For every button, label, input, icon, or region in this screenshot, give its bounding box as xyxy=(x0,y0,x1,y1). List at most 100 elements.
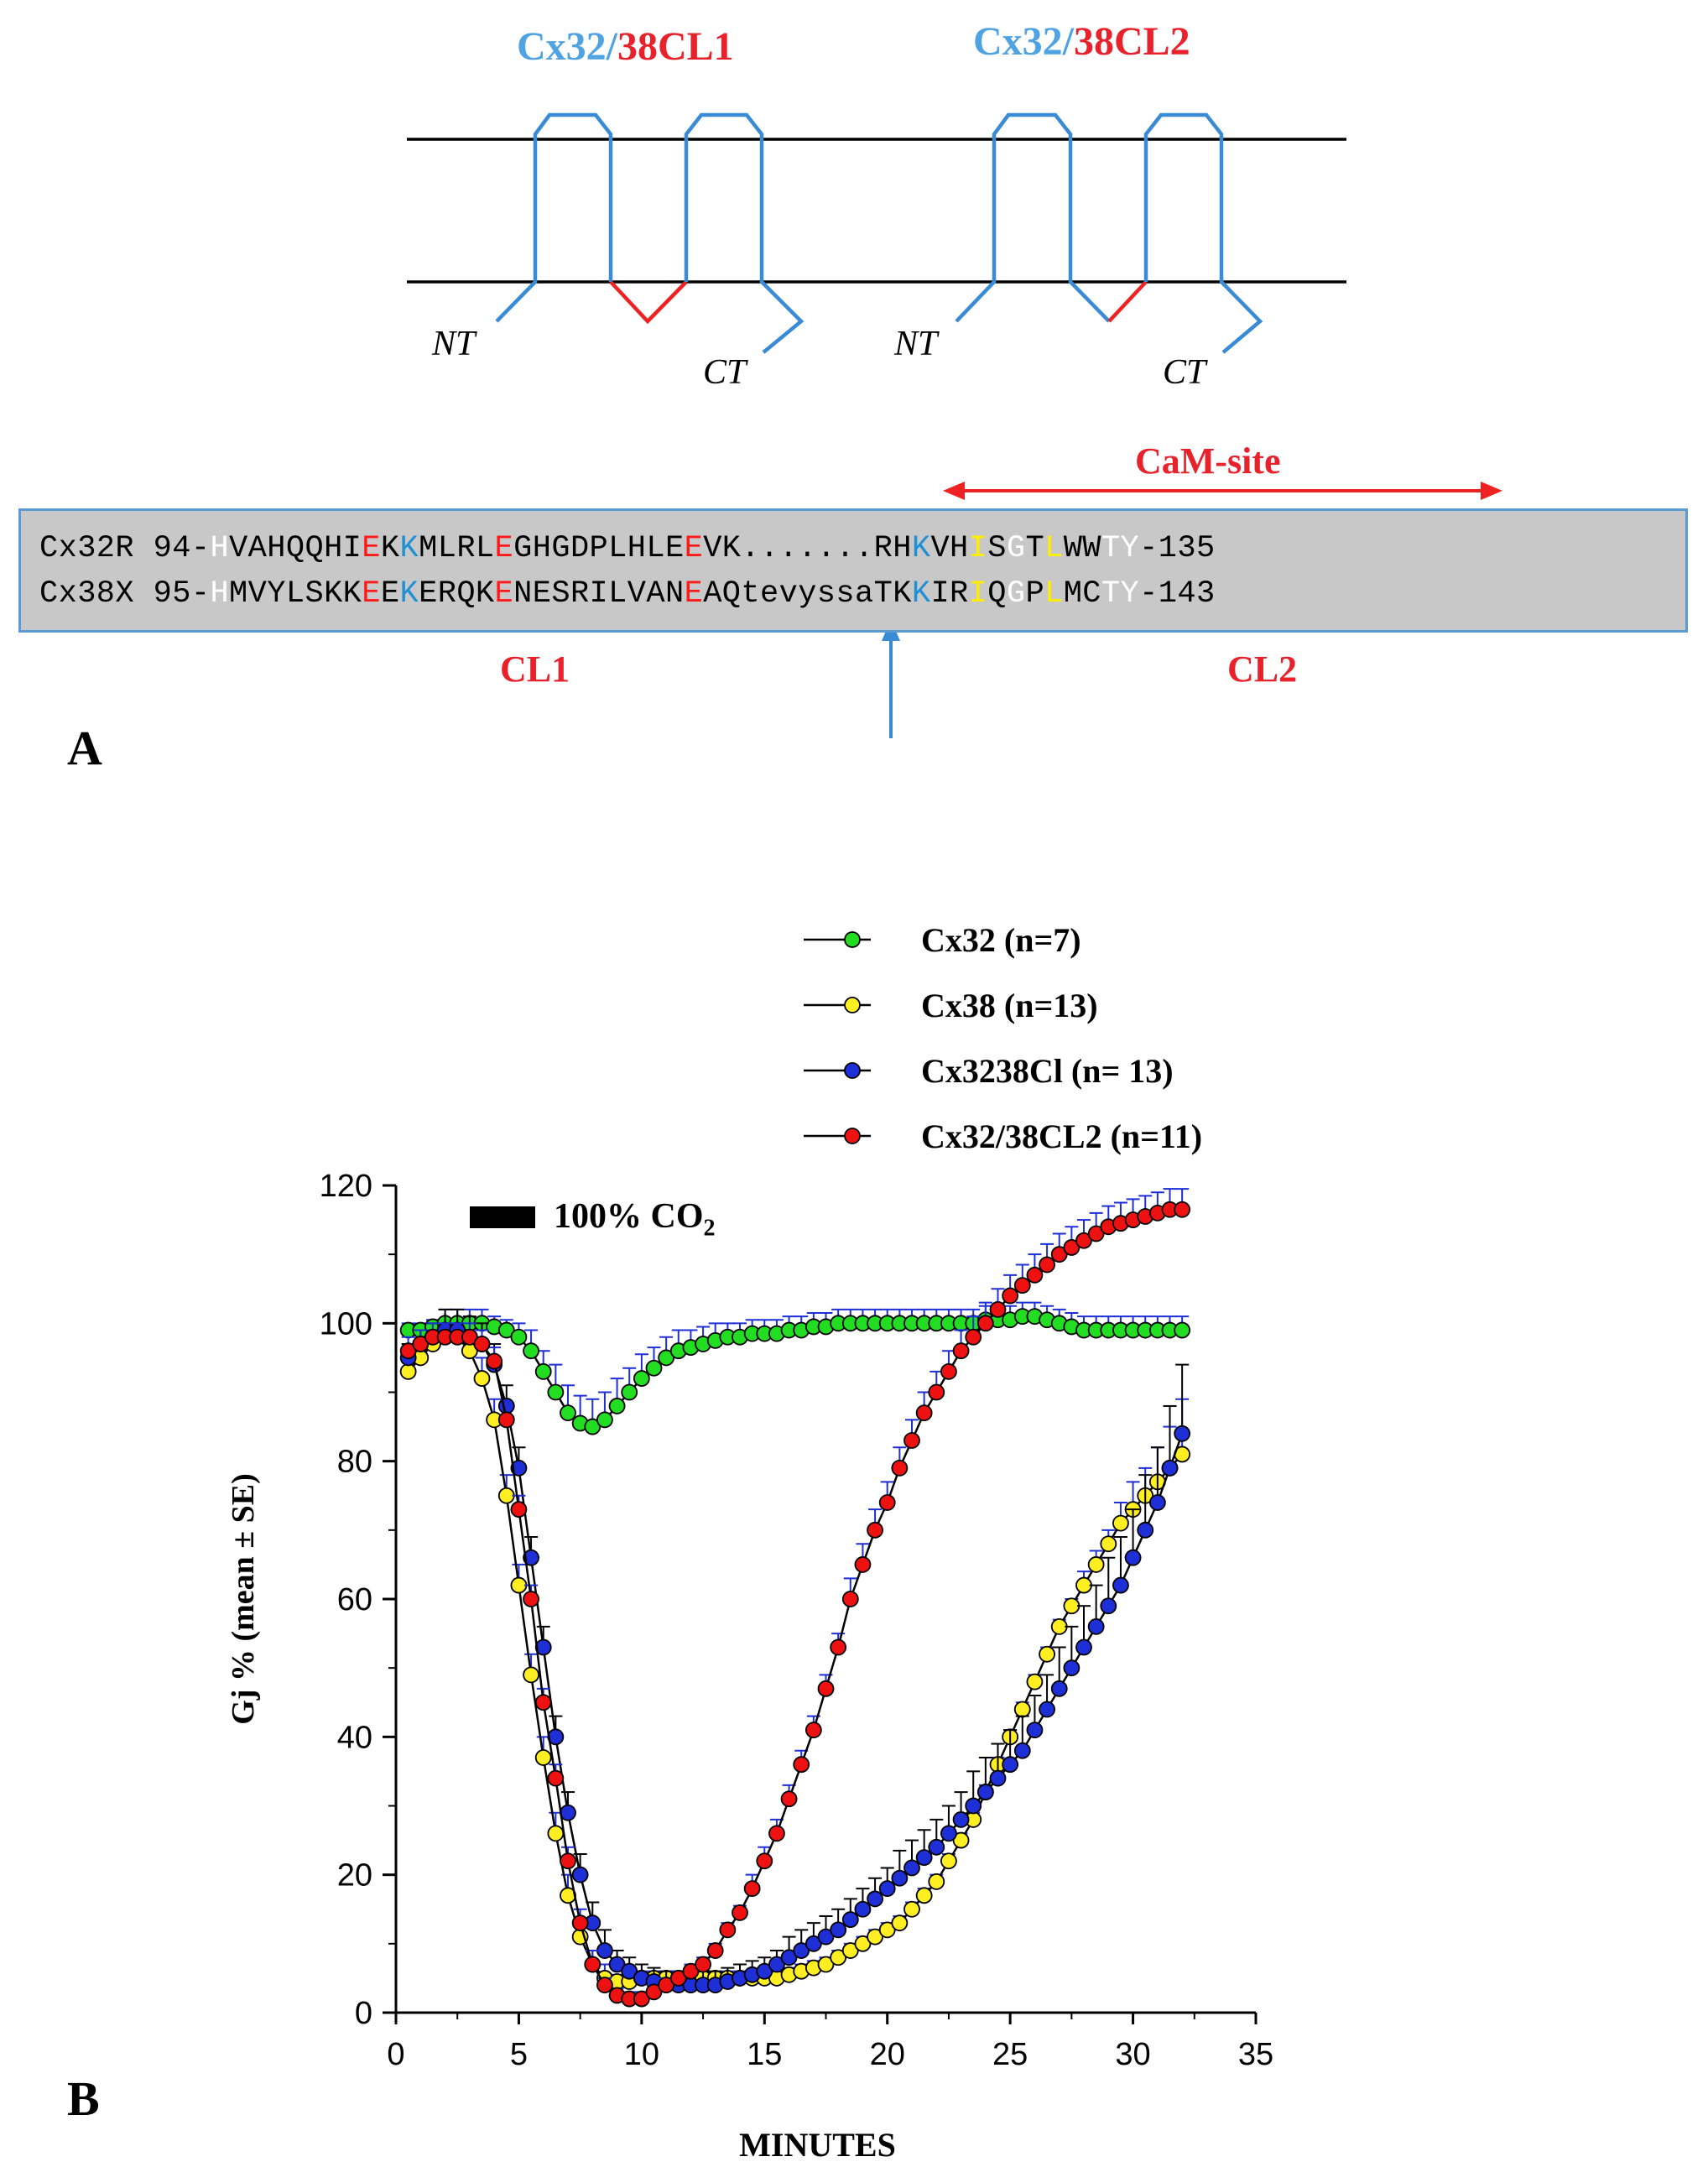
data-point xyxy=(1148,1494,1166,1511)
residue-segment: K xyxy=(380,531,400,566)
legend-marker xyxy=(844,997,861,1013)
data-point xyxy=(560,1404,576,1422)
data-point xyxy=(732,1904,748,1921)
data-point xyxy=(952,1342,970,1360)
residue-segment: GHGDPLHLE xyxy=(513,531,685,566)
data-point xyxy=(645,1359,663,1377)
co2-bar xyxy=(470,1206,535,1228)
data-point xyxy=(793,1756,810,1774)
data-point xyxy=(841,1591,859,1607)
residue-segment: E xyxy=(494,576,514,612)
data-point xyxy=(805,1722,822,1739)
x-tick-label: 30 xyxy=(1115,2037,1150,2072)
data-point xyxy=(1002,1756,1019,1774)
data-point xyxy=(817,1680,835,1697)
x-tick-label: 35 xyxy=(1238,2037,1273,2072)
data-point xyxy=(1039,1645,1055,1663)
y-tick-label: 80 xyxy=(337,1445,372,1480)
chimera1-title: Cx32/38CL1 xyxy=(517,24,734,69)
data-point xyxy=(891,1914,909,1932)
data-point xyxy=(830,1921,847,1939)
residue-segment: E xyxy=(494,531,514,566)
data-point xyxy=(768,1956,785,1973)
data-point xyxy=(1013,1742,1031,1759)
data-point xyxy=(719,1921,737,1939)
legend-marker xyxy=(844,931,861,948)
data-point xyxy=(891,1459,909,1477)
residue-segment: H xyxy=(210,576,230,612)
data-point xyxy=(1087,1225,1105,1242)
data-point xyxy=(1026,1673,1044,1690)
residue-segment: I xyxy=(968,576,988,612)
data-point xyxy=(510,1328,528,1346)
data-point xyxy=(473,1370,491,1387)
alignment-box: Cx32R 94-HVAHQQHIEKKMLRLEGHGDPLHLEEVK...… xyxy=(18,508,1688,633)
data-point xyxy=(830,1949,847,1966)
data-point xyxy=(940,1362,957,1380)
residue-segment: E xyxy=(362,531,381,566)
data-point xyxy=(867,1890,883,1908)
data-point xyxy=(1050,1680,1068,1697)
data-point xyxy=(461,1328,478,1346)
data-point xyxy=(915,1887,933,1904)
data-point xyxy=(584,1956,601,1973)
residue-segment: L xyxy=(1044,531,1064,566)
x-tick-label: 15 xyxy=(747,2037,782,2072)
data-point xyxy=(1112,1576,1129,1594)
data-point xyxy=(1174,1425,1191,1442)
residue-segment: VH xyxy=(930,531,969,566)
data-point xyxy=(903,1859,920,1877)
data-point xyxy=(621,1383,638,1401)
x-axis-label: MINUTES xyxy=(739,2126,896,2164)
data-point xyxy=(534,1694,552,1711)
data-point xyxy=(510,1576,528,1594)
data-point xyxy=(571,1914,589,1932)
residue-segment: MC xyxy=(1063,576,1101,612)
residue-segment: NESRILVAN xyxy=(513,576,685,612)
residue-segment: -143 xyxy=(1139,576,1216,612)
data-point xyxy=(756,1852,773,1870)
data-point xyxy=(780,1949,798,1966)
alignment-row-cx38: Cx38X 95-HMVYLSKKEEKERQKENESRILVANEAQtev… xyxy=(39,576,1216,612)
data-point xyxy=(547,1769,565,1787)
nt-label-1: NT xyxy=(432,325,476,363)
data-point xyxy=(940,1852,957,1870)
data-point xyxy=(596,1942,613,1959)
data-point xyxy=(473,1336,491,1352)
cam-arrow-head-left xyxy=(943,482,965,500)
residue-segment: E xyxy=(380,576,400,612)
data-point xyxy=(903,1432,920,1449)
data-point xyxy=(658,1977,675,1994)
data-point xyxy=(903,1900,920,1918)
data-point xyxy=(695,1956,711,1973)
data-point xyxy=(841,1942,859,1959)
residue-segment: VK.......RH xyxy=(703,531,912,566)
residue-segment: K xyxy=(399,531,419,566)
data-point xyxy=(1039,1256,1055,1274)
chimera1-cl-loop xyxy=(609,280,688,325)
data-point xyxy=(952,1811,970,1828)
co2-label: 100% CO2 xyxy=(554,1197,716,1242)
chimera1-tm-loops-2 xyxy=(684,112,805,354)
data-point xyxy=(952,1831,970,1849)
x-tick-label: 25 xyxy=(992,2037,1028,2072)
residue-segment: IR xyxy=(930,576,969,612)
data-point xyxy=(1026,1266,1044,1284)
legend-label: Cx3238Cl (n= 13) xyxy=(921,1052,1174,1090)
data-point xyxy=(399,1362,417,1380)
data-point xyxy=(976,1784,994,1800)
data-point xyxy=(1174,1321,1191,1339)
data-point xyxy=(976,1315,994,1332)
residue-segment: TY xyxy=(1101,531,1140,566)
panel-b-label: B xyxy=(67,2071,100,2126)
data-point xyxy=(560,1852,576,1870)
data-point xyxy=(878,1494,896,1511)
data-point xyxy=(1137,1521,1154,1539)
data-point xyxy=(878,1921,896,1939)
data-point xyxy=(867,1928,883,1946)
data-point xyxy=(523,1666,539,1684)
residue-segment: Q xyxy=(987,576,1007,612)
data-point xyxy=(1075,1232,1092,1249)
residue-segment: G xyxy=(1006,531,1026,566)
residue-segment: K xyxy=(911,531,931,566)
